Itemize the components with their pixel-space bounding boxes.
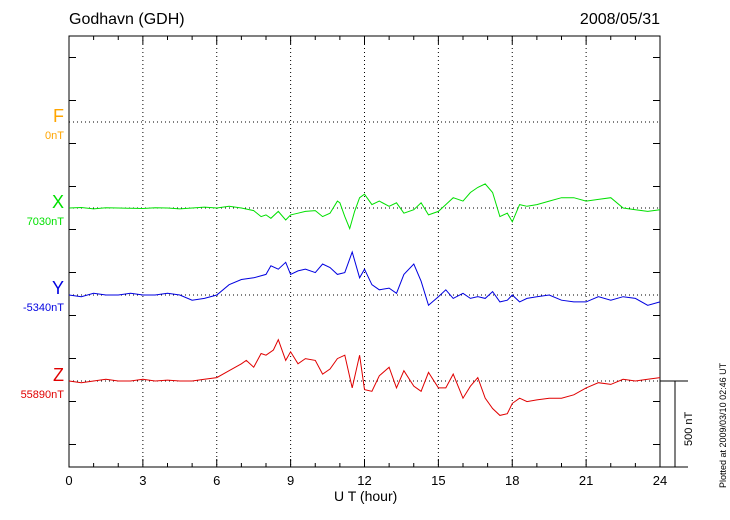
- component-x-name: X: [51, 192, 64, 212]
- series-lines: [68, 183, 661, 416]
- scale-bar: [660, 380, 688, 468]
- component-y-name: Y: [51, 278, 64, 298]
- x-tick-label: 21: [579, 473, 593, 488]
- component-y-label: Y -5340nT: [4, 278, 64, 314]
- series-line-y: [68, 250, 661, 307]
- axis-ticks: 0 3 6 9 12 15 18 21 24: [65, 36, 667, 488]
- component-f-label: F 0nT: [4, 106, 64, 142]
- scale-bar-label: 500 nT: [683, 411, 695, 446]
- x-tick-label: 18: [505, 473, 519, 488]
- component-x-baseline: 7030nT: [26, 216, 64, 228]
- x-tick-label: 6: [213, 473, 220, 488]
- x-tick-label: 12: [357, 473, 371, 488]
- x-tick-label: 15: [431, 473, 445, 488]
- x-tick-label: 0: [65, 473, 72, 488]
- x-tick-label: 9: [287, 473, 294, 488]
- x-tick-label: 3: [139, 473, 146, 488]
- component-x-label: X 7030nT: [4, 192, 64, 228]
- series-line-x: [68, 183, 661, 231]
- plotted-timestamp: Plotted at 2009/03/10 02:46 UT: [718, 362, 728, 488]
- component-z-name: Z: [53, 365, 64, 385]
- x-tick-label: 24: [653, 473, 667, 488]
- station-title: Godhavn (GDH): [69, 11, 185, 28]
- component-z-baseline: 55890nT: [20, 389, 64, 401]
- component-f-name: F: [53, 106, 64, 126]
- grid-lines: [69, 36, 660, 467]
- x-axis-label: U T (hour): [334, 488, 398, 504]
- date-label: 2008/05/31: [579, 11, 660, 28]
- component-y-baseline: -5340nT: [23, 302, 64, 314]
- component-z-label: Z 55890nT: [4, 365, 64, 401]
- component-f-baseline: 0nT: [45, 130, 64, 142]
- series-line-z: [68, 338, 661, 416]
